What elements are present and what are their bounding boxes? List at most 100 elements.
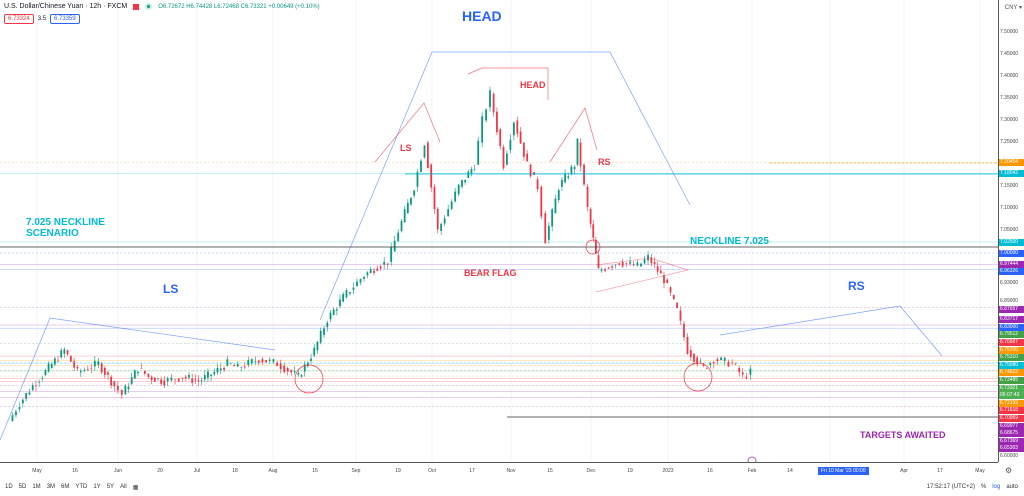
candle: [207, 371, 209, 378]
symbol-title[interactable]: U.S. Dollar/Chinese Yuan · 12h · FXCM: [4, 3, 128, 10]
candle: [188, 374, 190, 378]
time-tick: 15: [312, 468, 318, 474]
candle: [383, 261, 386, 265]
candle: [433, 186, 436, 210]
candle: [749, 368, 752, 375]
candle: [213, 371, 216, 375]
price-label: 6.68675: [999, 430, 1024, 438]
sell-button[interactable]: 6.73324: [4, 14, 34, 24]
price-label: 06:07:43: [999, 392, 1024, 400]
candle: [693, 353, 695, 362]
range-button[interactable]: 3M: [46, 484, 56, 490]
price-label: 6.79512: [999, 331, 1024, 339]
candle: [150, 376, 153, 381]
candle: [366, 272, 369, 276]
candle: [561, 180, 563, 187]
candle: [143, 370, 146, 374]
price-label: 6.75310: [999, 354, 1024, 362]
candle: [100, 363, 103, 373]
candle: [226, 359, 229, 366]
candle: [47, 363, 50, 372]
candle: [310, 358, 312, 361]
candle: [326, 322, 329, 328]
candle: [564, 173, 567, 183]
candle: [73, 361, 76, 368]
range-button[interactable]: YTD: [75, 484, 88, 490]
time-tick: 20: [157, 468, 163, 474]
candle: [544, 213, 547, 244]
candle: [519, 131, 522, 144]
candle: [233, 365, 236, 367]
candle: [283, 365, 286, 373]
candle: [124, 385, 127, 395]
time-tick: Jul: [193, 468, 201, 474]
candle: [723, 357, 726, 361]
candle: [261, 359, 264, 363]
trade-boxes: 6.73324 3.5 6.73359: [4, 14, 80, 24]
candle: [31, 385, 34, 391]
candle: [130, 377, 133, 384]
candle: [440, 223, 443, 231]
candle: [676, 302, 678, 308]
range-button[interactable]: 5Y: [106, 484, 115, 490]
flag-icon[interactable]: [133, 3, 140, 10]
candle: [219, 368, 222, 371]
candle: [621, 261, 624, 267]
annotation-bear-flag: BEAR FLAG: [464, 268, 517, 278]
range-button[interactable]: All: [120, 484, 127, 490]
time-tick: 16: [72, 468, 78, 474]
price-axis[interactable]: CNY ▾ 7.50000 7.45000 7.40000 7.35000 7.3000…: [998, 0, 1024, 462]
range-button[interactable]: 1M: [32, 484, 41, 490]
time-tick: Oct: [428, 468, 436, 474]
candle: [679, 310, 682, 321]
time-tick: Jun: [113, 468, 123, 474]
settings-icon[interactable]: ⚙: [1005, 466, 1013, 475]
candle: [450, 201, 453, 209]
candle: [586, 186, 589, 208]
candle: [712, 362, 715, 364]
candle: [349, 292, 351, 294]
range-button[interactable]: 1Y: [93, 484, 101, 490]
range-button[interactable]: 6M: [61, 484, 70, 490]
candle: [481, 116, 484, 143]
percent-toggle[interactable]: %: [980, 484, 987, 490]
candle: [127, 386, 130, 390]
candle: [163, 380, 166, 386]
auto-toggle[interactable]: auto: [1006, 484, 1018, 490]
candle: [738, 367, 741, 373]
range-button[interactable]: 5D: [18, 484, 27, 490]
date-range-icon[interactable]: ▦: [132, 484, 139, 491]
candle: [352, 287, 355, 290]
price-label: 6.74622: [999, 369, 1024, 377]
time-axis[interactable]: May 16 Jun 20 Jul 18 Aug 15 Sep 19 Oct 17 Nov 15 Dec 19…: [0, 462, 998, 478]
candle: [470, 169, 473, 174]
annotation-head: HEAD: [520, 80, 546, 90]
time-tick: May: [975, 468, 985, 474]
candle: [194, 379, 197, 381]
candle: [210, 374, 213, 376]
candle: [250, 359, 253, 364]
candle: [597, 255, 600, 269]
candle: [290, 370, 293, 373]
candle: [477, 140, 480, 165]
candle: [656, 266, 659, 272]
candle: [423, 145, 426, 158]
range-button[interactable]: 1D: [5, 484, 13, 490]
candle: [265, 360, 267, 363]
currency-selector[interactable]: CNY ▾: [1004, 5, 1022, 11]
candle: [323, 328, 325, 335]
candle: [229, 363, 232, 365]
candle: [15, 411, 17, 416]
buy-button[interactable]: 6.73359: [50, 14, 80, 24]
candle: [286, 367, 289, 372]
candle: [76, 366, 79, 369]
candle: [647, 254, 649, 261]
candle: [103, 367, 106, 375]
price-chart[interactable]: [0, 0, 998, 462]
candle: [140, 367, 143, 369]
price-tick: 6.60000: [1000, 453, 1019, 459]
time-tick: Dec: [586, 468, 596, 474]
candle: [632, 264, 635, 266]
log-toggle[interactable]: log: [992, 484, 1001, 490]
candle: [157, 378, 159, 379]
